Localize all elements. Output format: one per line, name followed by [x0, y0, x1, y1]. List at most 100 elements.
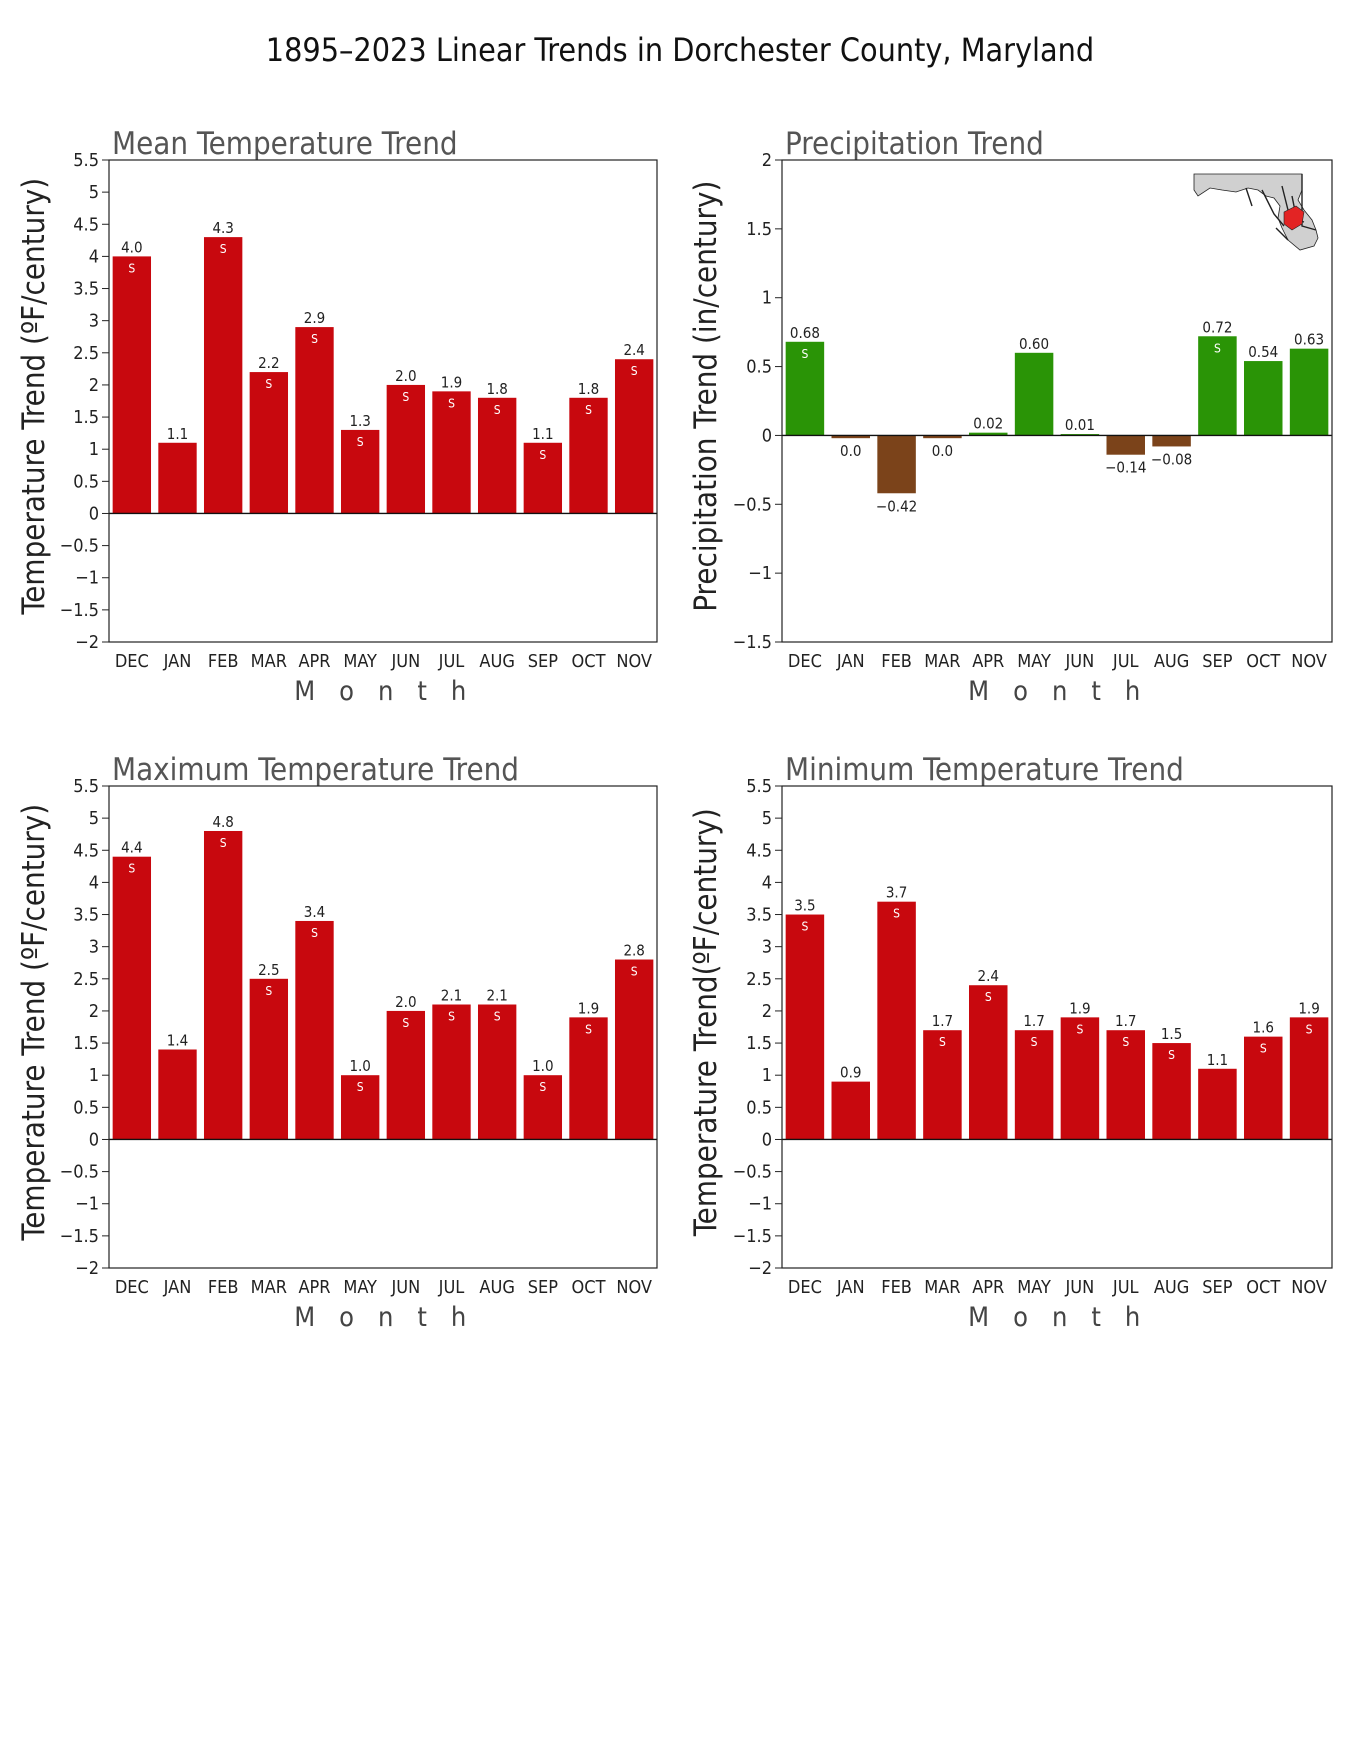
y-tick-label: 1: [762, 288, 772, 309]
y-tick-label: −1.5: [60, 600, 99, 621]
value-label: 1.7: [1115, 1012, 1136, 1030]
x-tick-label: OCT: [1246, 651, 1280, 672]
significance-marker: S: [265, 984, 272, 998]
bar-mar: [923, 435, 962, 439]
x-tick-label: APR: [298, 1277, 330, 1298]
bar-aug: [1152, 435, 1191, 447]
x-axis-label: Month: [294, 676, 490, 707]
value-label: 1.9: [1069, 999, 1090, 1017]
x-tick-label: OCT: [1246, 1277, 1280, 1298]
maryland-shape: [1193, 173, 1319, 251]
x-tick-label: JAN: [163, 651, 192, 672]
significance-marker: S: [801, 920, 808, 934]
y-tick-label: 1: [89, 439, 99, 460]
significance-marker: S: [402, 1016, 409, 1030]
x-tick-label: AUG: [1154, 1277, 1189, 1298]
x-tick-label: MAR: [924, 1277, 960, 1298]
bar-oct: [1244, 361, 1283, 436]
value-label: 1.5: [1161, 1025, 1182, 1043]
significance-marker: S: [494, 403, 501, 417]
bar-oct: [569, 397, 608, 514]
x-tick-label: SEP: [528, 651, 559, 672]
significance-marker: S: [494, 1010, 501, 1024]
bar-jun: [386, 384, 426, 514]
plot-frame: [108, 785, 658, 1269]
x-tick-label: JUL: [1112, 1277, 1139, 1298]
value-label: 1.7: [1023, 1012, 1044, 1030]
y-tick-label: 3: [89, 311, 99, 332]
significance-marker: S: [1214, 341, 1221, 355]
x-tick-label: NOV: [616, 651, 652, 672]
bar-oct: [1244, 1036, 1283, 1140]
bar-feb: [877, 435, 916, 494]
y-tick-label: −1: [75, 568, 99, 589]
x-tick-label: SEP: [1202, 1277, 1233, 1298]
value-label: 4.8: [212, 813, 233, 831]
significance-marker: S: [1031, 1035, 1038, 1049]
significance-marker: S: [311, 332, 318, 346]
y-tick-label: 4.5: [746, 840, 772, 861]
significance-marker: S: [128, 261, 135, 275]
bar-dec: [785, 341, 825, 436]
x-tick-label: OCT: [572, 1277, 606, 1298]
value-label: −0.14: [1105, 459, 1146, 477]
x-tick-label: NOV: [1291, 651, 1327, 672]
bar-jul: [1106, 435, 1145, 455]
significance-marker: S: [357, 1080, 364, 1094]
x-tick-label: OCT: [572, 651, 606, 672]
x-tick-label: DEC: [788, 1277, 822, 1298]
x-tick-label: SEP: [1202, 651, 1233, 672]
significance-marker: S: [1122, 1035, 1129, 1049]
bar-feb: [877, 901, 916, 1140]
bar-sep: [523, 442, 563, 514]
value-label: 2.0: [395, 993, 416, 1011]
y-tick-label: 4: [762, 872, 772, 893]
x-axis-label: Month: [294, 1302, 490, 1333]
value-label: 1.1: [1207, 1051, 1228, 1069]
bar-jul: [432, 391, 471, 514]
value-label: 1.8: [578, 380, 599, 398]
x-tick-label: MAY: [343, 651, 377, 672]
y-tick-label: 1.5: [73, 1033, 99, 1054]
chart-panels: Mean Temperature Trend Temperature Trend …: [16, 126, 1333, 1333]
bar-aug: [1152, 1043, 1191, 1140]
value-label: 3.4: [304, 903, 325, 921]
x-tick-label: JUN: [1065, 651, 1095, 672]
significance-marker: S: [448, 396, 455, 410]
value-label: 2.8: [623, 942, 644, 960]
bar-dec: [785, 914, 825, 1140]
y-tick-label: 3: [762, 937, 772, 958]
bar-jan: [831, 1081, 870, 1140]
significance-marker: S: [939, 1035, 946, 1049]
panel-title: Maximum Temperature Trend: [112, 752, 519, 788]
y-tick-label: 2.5: [73, 969, 99, 990]
y-tick-label: −2: [748, 1258, 772, 1279]
bar-jun: [1060, 1017, 1100, 1140]
y-tick-label: −2: [75, 1258, 99, 1279]
bar-mar: [249, 978, 289, 1140]
significance-marker: S: [893, 907, 900, 921]
y-tick-label: −1: [748, 1194, 772, 1215]
bar-may: [1014, 352, 1054, 436]
significance-marker: S: [402, 390, 409, 404]
y-tick-label: 5.5: [73, 150, 99, 171]
x-tick-label: AUG: [479, 651, 514, 672]
x-tick-label: AUG: [479, 1277, 514, 1298]
value-label: 2.2: [258, 354, 279, 372]
bar-mar: [923, 1030, 962, 1140]
bar-oct: [569, 1017, 608, 1140]
y-tick-label: 0: [89, 1129, 99, 1150]
bar-jan: [158, 442, 197, 514]
y-tick-label: 5.5: [746, 776, 772, 797]
significance-marker: S: [357, 435, 364, 449]
value-label: 1.1: [167, 425, 188, 443]
value-label: 0.02: [973, 415, 1003, 433]
panel-title: Precipitation Trend: [785, 126, 1044, 162]
y-tick-label: 0.5: [73, 1097, 99, 1118]
dorchester-county-highlight: [1283, 205, 1305, 231]
bar-aug: [477, 397, 517, 514]
significance-marker: S: [311, 926, 318, 940]
significance-marker: S: [985, 990, 992, 1004]
x-tick-label: JUN: [390, 1277, 420, 1298]
